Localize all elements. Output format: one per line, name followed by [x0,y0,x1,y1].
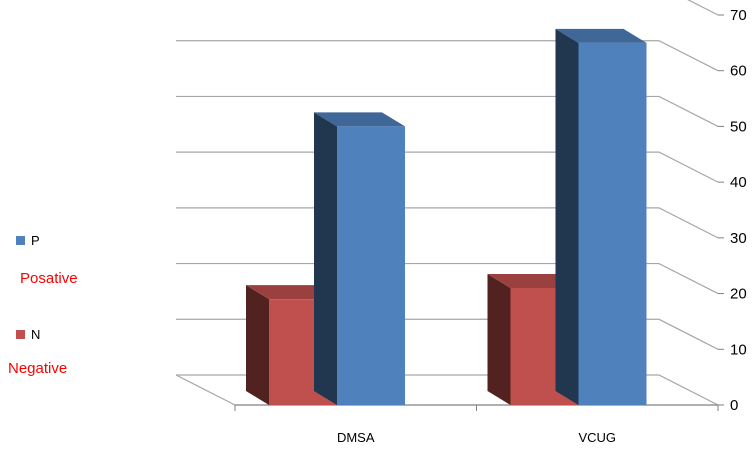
bar-top-face [555,28,647,43]
floor-left-edge [175,374,236,406]
y-axis-tick-labels: 0 10 20 30 40 50 60 70 [718,7,747,414]
legend-note-positive: Posative [20,270,78,287]
gridline [176,40,719,72]
y-tick-label: 20 [730,286,747,303]
legend: P Posative N Negative [8,233,78,377]
y-tick-label: 30 [730,230,747,247]
x-axis-tick-labels: DMSA VCUG [234,405,719,445]
gridline [176,95,719,127]
x-tick-label: DMSA [337,430,375,445]
bars [246,28,647,405]
bar-front-face [578,42,647,405]
bar-side-face [555,28,579,405]
gridline [687,0,719,16]
y-tick-label: 40 [730,174,747,191]
bar [555,28,647,405]
legend-label-n: N [31,327,40,342]
y-tick-label: 0 [730,397,738,414]
bar-side-face [314,112,337,405]
y-tick-label: 50 [730,118,747,135]
y-tick-label: 10 [730,341,747,358]
legend-swatch-p [16,236,25,245]
bar [314,112,405,405]
y-tick-label: 70 [730,7,747,24]
legend-swatch-n [16,330,25,339]
legend-note-negative: Negative [8,360,67,377]
bar-front-face [337,126,405,405]
bar-side-face [246,285,269,405]
bar-top-face [314,112,405,127]
x-tick-label: VCUG [578,430,616,445]
legend-label-p: P [31,233,40,248]
y-tick-label: 60 [730,63,747,80]
bar-side-face [487,274,511,405]
